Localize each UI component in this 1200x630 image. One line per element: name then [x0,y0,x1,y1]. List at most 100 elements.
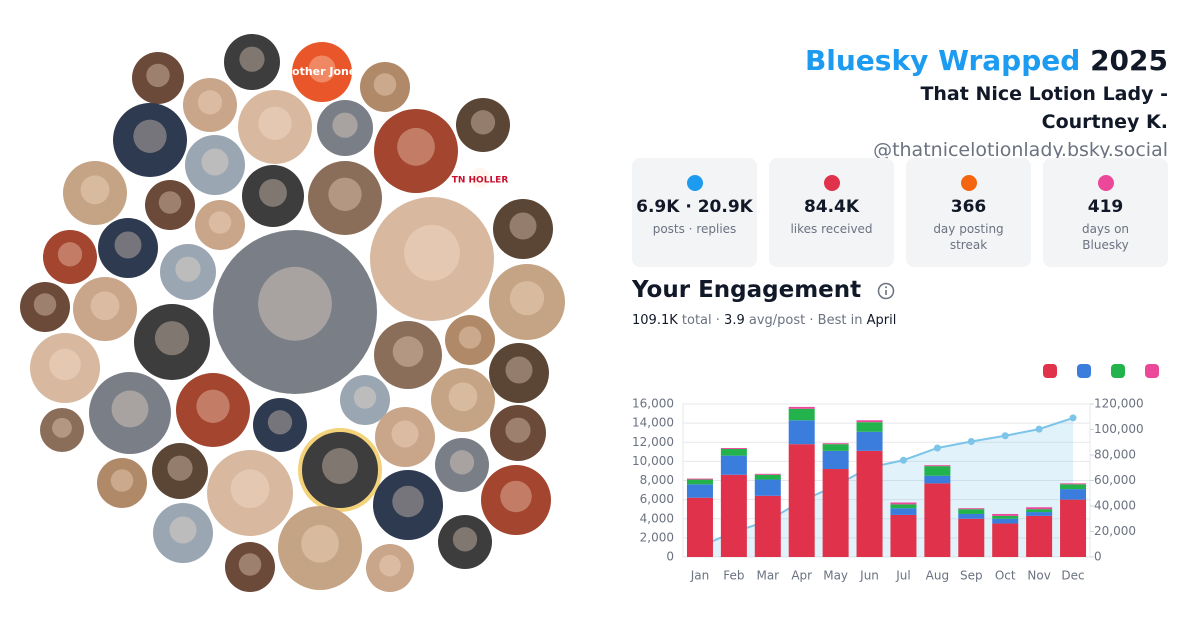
info-icon[interactable] [877,282,895,300]
bar-segment [992,518,1019,524]
avatar-face [470,110,496,135]
y2-tick-label: 60,000 [1094,473,1136,487]
avatar [458,158,502,202]
avatar [366,544,414,592]
avatar-face [397,127,435,166]
avatar-face [267,410,293,435]
avatar-face [328,177,362,211]
label: avg/post [748,313,806,328]
avatar-face [509,281,545,316]
avatar-face [175,256,201,282]
handle: @thatnicelotionlady.bsky.social [873,139,1168,161]
y-tick-label: 10,000 [632,454,674,468]
legend-icon [1077,364,1091,378]
avatar [63,161,127,225]
sep: · [809,313,814,328]
avatar-face [258,106,292,140]
avatar [43,230,97,284]
bar-segment [754,474,781,480]
y2-tick-label: 100,000 [1094,422,1144,436]
total: 109.1K [632,313,678,328]
engagement-title: Your Engagement [632,277,862,303]
best-month: April [866,313,897,328]
y-tick-label: 16,000 [632,397,674,411]
bar-segment [992,523,1019,557]
x-tick-label: Oct [995,569,1016,583]
avatar [89,372,171,454]
bar-segment [958,518,985,557]
y-tick-label: 8,000 [640,473,674,487]
avatar [431,368,495,432]
avatar [134,304,210,380]
x-tick-label: Feb [723,569,744,583]
avatar [373,470,443,540]
point [933,444,941,452]
avatar [97,458,147,508]
bar-segment [856,450,883,557]
avatar [435,438,489,492]
avatar [374,321,442,389]
bar-segment [924,475,951,484]
bar-segment [754,479,781,496]
y-tick-label: 0 [666,550,674,564]
x-tick-label: Apr [791,569,812,583]
stat-card: 419 days on Bluesky [1043,158,1168,267]
avatar [308,161,382,235]
bar-segment [1060,484,1087,490]
stat-card: 366 day posting streak [906,158,1031,267]
stat-label: likes received [790,222,873,236]
bar-segment [992,513,1019,516]
y-tick-label: 2,000 [640,530,674,544]
bar-segment [1060,489,1087,500]
avatar-face [379,554,401,577]
avatar [278,506,362,590]
avatar-face [110,469,134,492]
x-tick-label: May [823,569,848,583]
stat-value: 6.9K · 20.9K [636,197,753,217]
avatar-face [505,417,531,443]
legend-icon [1043,364,1057,378]
avatar-face [208,211,232,234]
avatar [438,515,492,569]
avatar [374,109,458,193]
bar-segment [754,473,781,475]
bar-segment [856,422,883,432]
bar-segment [1026,515,1053,557]
year: 2025 [1090,44,1168,77]
avatar-face [169,516,197,544]
bar-segment [958,508,985,510]
bar-segment [890,514,917,557]
point [1001,432,1009,440]
y2-tick-label: 40,000 [1094,499,1136,513]
avatar-face [52,417,72,438]
avatar [195,200,245,250]
y2-tick-label: 0 [1094,550,1102,564]
avatar-face [458,326,482,349]
avatar-face [509,212,537,240]
avatar-face [146,63,170,88]
avatar [370,197,494,321]
point [1069,414,1077,422]
avatar [152,443,208,499]
brand: Bluesky Wrapped [804,44,1081,77]
avatar [98,218,158,278]
avatar-face [33,293,57,316]
avatar-face [90,291,120,321]
avatar-face [258,266,332,341]
y-tick-label: 4,000 [640,511,674,525]
point [967,437,975,445]
bar-segment [958,513,985,519]
avatar [132,52,184,104]
avatar [489,343,549,403]
avatar [20,282,70,332]
x-tick-label: Dec [1061,569,1084,583]
section-title: Your Engagement [632,277,895,303]
stat-icon [686,175,703,191]
bar-segment [1060,483,1087,485]
avatar-face [353,386,377,409]
bar-segment [788,408,815,421]
avatar-face [391,420,419,448]
bar-segment [686,479,713,485]
avatar [242,165,304,227]
bar-segment [890,508,917,515]
